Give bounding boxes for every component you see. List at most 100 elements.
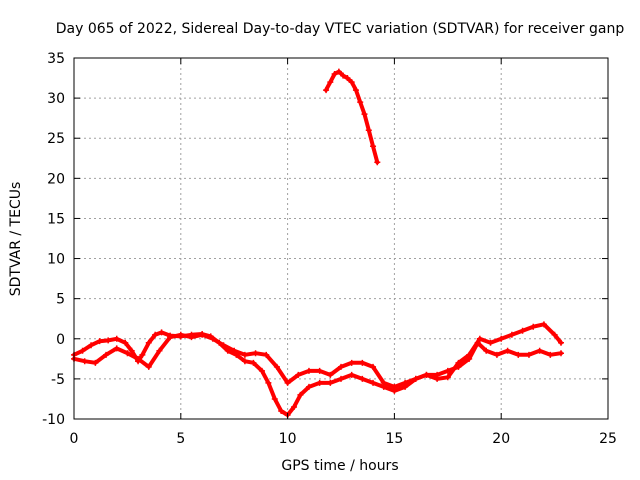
- data-point: [96, 338, 103, 345]
- data-point: [444, 374, 451, 381]
- data-point: [79, 347, 86, 354]
- data-point: [338, 363, 344, 370]
- data-point: [152, 331, 159, 338]
- data-point: [145, 339, 152, 346]
- series-layer: [71, 68, 565, 418]
- data-point: [444, 367, 451, 374]
- data-point: [558, 339, 565, 346]
- data-point: [265, 379, 272, 386]
- data-point: [323, 87, 330, 94]
- data-point: [188, 334, 195, 341]
- data-point: [316, 367, 323, 374]
- data-point: [327, 379, 334, 386]
- x-tick-label: 0: [70, 431, 79, 447]
- y-tick-label: -10: [42, 412, 65, 428]
- data-point: [391, 383, 398, 390]
- data-point: [483, 347, 490, 354]
- data-point: [139, 351, 146, 358]
- data-point: [402, 379, 409, 386]
- data-point: [365, 127, 372, 134]
- data-point: [231, 347, 238, 354]
- data-point: [297, 391, 304, 398]
- data-point: [455, 359, 462, 366]
- y-tick-label: 5: [56, 292, 65, 308]
- data-point: [284, 379, 291, 386]
- data-point: [291, 403, 298, 410]
- data-point: [370, 379, 377, 386]
- series-line: [72, 322, 563, 389]
- data-point: [295, 371, 302, 378]
- data-point: [273, 363, 280, 370]
- data-point: [508, 331, 515, 338]
- data-point: [540, 321, 547, 328]
- data-point: [525, 351, 532, 358]
- data-point: [113, 335, 120, 342]
- series-line: [324, 69, 380, 165]
- data-point: [145, 363, 152, 370]
- series-track-3: [323, 68, 381, 166]
- data-point: [103, 351, 110, 358]
- data-point: [327, 371, 334, 378]
- y-tick-label: 10: [47, 252, 65, 268]
- data-point: [241, 358, 248, 365]
- data-point: [348, 371, 355, 378]
- data-point: [327, 79, 334, 86]
- series-line: [72, 330, 563, 417]
- y-tick-label: 25: [47, 131, 65, 147]
- data-point: [122, 339, 129, 346]
- data-point: [124, 350, 131, 357]
- data-point: [250, 359, 257, 366]
- data-point: [412, 375, 419, 382]
- data-point: [493, 351, 500, 358]
- x-axis-label: GPS time / hours: [281, 458, 398, 474]
- data-point: [241, 351, 248, 358]
- data-point: [338, 375, 344, 382]
- data-point: [258, 367, 265, 374]
- plot-frame: [73, 57, 609, 420]
- data-point: [271, 395, 278, 402]
- data-point: [209, 335, 216, 342]
- data-point: [434, 375, 441, 382]
- data-point: [340, 72, 347, 79]
- data-point: [331, 71, 338, 78]
- data-point: [466, 351, 473, 358]
- data-point: [359, 359, 366, 366]
- x-tick-label: 25: [599, 431, 617, 447]
- data-point: [305, 383, 312, 390]
- x-tick-label: 5: [176, 431, 185, 447]
- y-tick-label: 30: [47, 91, 65, 107]
- data-point: [199, 331, 206, 338]
- data-point: [167, 334, 174, 341]
- chart-title: Day 065 of 2022, Sidereal Day-to-day VTE…: [56, 21, 625, 37]
- data-point: [105, 337, 112, 344]
- data-point: [92, 359, 99, 366]
- data-point: [352, 87, 359, 94]
- x-tick-label: 15: [385, 431, 403, 447]
- data-point: [547, 351, 554, 358]
- data-point: [316, 379, 323, 386]
- data-point: [423, 371, 430, 378]
- data-point: [81, 358, 88, 365]
- data-point: [374, 159, 381, 166]
- data-point: [305, 367, 312, 374]
- data-point: [278, 407, 285, 414]
- data-point: [357, 99, 364, 106]
- data-point: [504, 347, 511, 354]
- data-point: [252, 350, 259, 357]
- y-axis-label: SDTVAR / TECUs: [8, 182, 24, 297]
- data-point: [359, 375, 366, 382]
- data-point: [558, 350, 565, 357]
- data-point: [536, 347, 543, 354]
- data-point: [530, 323, 537, 330]
- tick-layer: 0 5 10 15 20 25 -10 -5 0 5 10 15 20 25 30 35: [42, 51, 617, 447]
- data-point: [519, 327, 526, 334]
- x-tick-label: 10: [279, 431, 297, 447]
- data-point: [220, 342, 227, 349]
- data-point: [128, 347, 135, 354]
- data-point: [370, 363, 377, 370]
- data-point: [476, 335, 483, 342]
- data-point: [380, 379, 387, 386]
- y-tick-label: 0: [56, 332, 65, 348]
- y-tick-label: -5: [51, 372, 65, 388]
